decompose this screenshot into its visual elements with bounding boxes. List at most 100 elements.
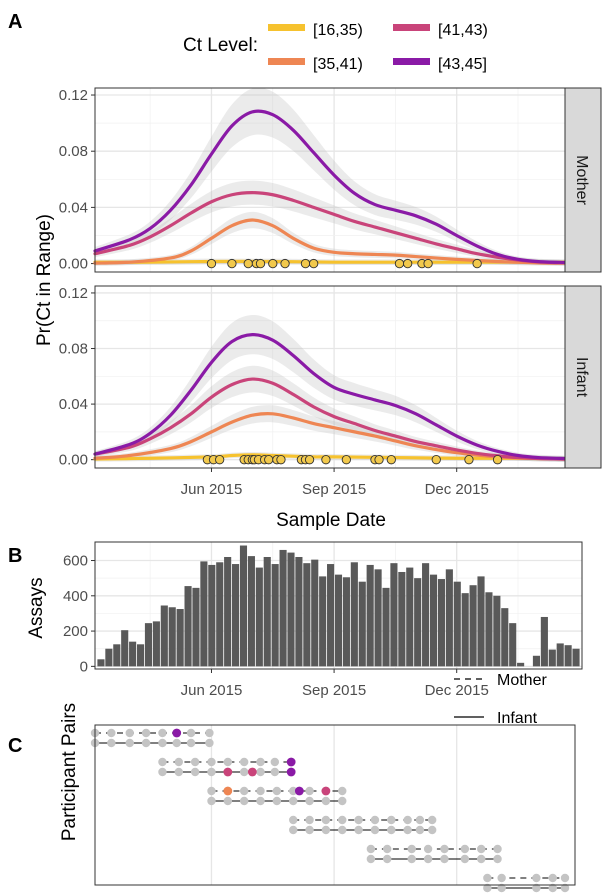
observation-point xyxy=(215,455,225,465)
ct-legend-label-2: [35,41) xyxy=(313,56,363,73)
legend-infant-label: Infant xyxy=(497,710,538,727)
facet-strip-label: Infant xyxy=(573,357,590,398)
infant-sample-point xyxy=(427,825,437,835)
positive-sample-point xyxy=(286,757,296,767)
observation-point xyxy=(264,455,274,465)
assay-bar xyxy=(319,576,327,667)
mother-sample-point xyxy=(305,786,314,796)
assay-bar xyxy=(247,556,255,667)
infant-sample-point xyxy=(493,854,502,864)
confidence-band xyxy=(95,315,565,462)
y-tick-label: 600 xyxy=(63,553,88,570)
mother-sample-point xyxy=(403,815,412,825)
assay-bar xyxy=(509,623,517,667)
assay-bar xyxy=(422,563,430,667)
ct-legend-key-1 xyxy=(393,24,430,31)
ct-legend-label-0: [16,35) xyxy=(313,22,363,39)
assay-bar xyxy=(113,644,121,667)
y-tick-label: 0.04 xyxy=(59,396,88,413)
infant-sample-point xyxy=(423,854,433,864)
observation-point xyxy=(386,455,396,465)
positive-sample-point xyxy=(321,786,331,796)
panel-a-x-axis-label: Sample Date xyxy=(276,510,386,531)
infant-sample-point xyxy=(107,738,116,748)
assay-bar xyxy=(493,595,501,667)
panel-b-plot: 0 200 400 600 Jun 2015 Sep 2015 Dec 2015 xyxy=(63,541,583,699)
mother-sample-point xyxy=(338,786,347,796)
assay-bar xyxy=(414,578,422,667)
mother-sample-point xyxy=(158,728,167,738)
mother-sample-point xyxy=(423,844,433,854)
mother-sample-point xyxy=(186,728,196,738)
observation-point xyxy=(309,258,319,269)
mother-sample-point xyxy=(174,757,183,767)
assay-bar xyxy=(327,564,335,667)
mother-sample-point xyxy=(321,815,331,825)
y-tick-label: 0.04 xyxy=(59,199,88,216)
assay-bar xyxy=(232,564,240,667)
infant-sample-point xyxy=(141,738,151,748)
assay-bar xyxy=(176,609,184,667)
facet-strip xyxy=(564,285,602,469)
assay-bar xyxy=(532,655,541,667)
assay-bar xyxy=(295,556,303,667)
assay-bar xyxy=(517,662,525,667)
assay-bar xyxy=(287,552,295,667)
probability-line xyxy=(93,333,567,461)
ct-legend-key-3 xyxy=(393,58,430,65)
infant-sample-point xyxy=(270,767,280,777)
mother-sample-point xyxy=(239,786,249,796)
y-tick-label: 0.00 xyxy=(59,256,88,273)
mother-sample-point xyxy=(125,728,134,738)
y-tick-label: 400 xyxy=(63,588,88,605)
infant-sample-point xyxy=(532,883,541,893)
infant-sample-point xyxy=(207,767,216,777)
panel-label-b: B xyxy=(8,545,22,567)
infant-sample-point xyxy=(370,825,380,835)
infant-sample-point xyxy=(158,767,167,777)
assay-bar xyxy=(406,567,414,667)
x-tick-label: Dec 2015 xyxy=(425,682,489,699)
infant-sample-point xyxy=(272,796,282,806)
infant-sample-point xyxy=(256,767,265,777)
assay-bar xyxy=(382,587,390,667)
panel-label-a: A xyxy=(8,11,22,33)
assay-bar xyxy=(136,644,145,667)
mother-sample-point xyxy=(270,757,280,767)
assay-bar xyxy=(548,649,556,667)
assay-bar xyxy=(485,592,493,667)
mother-sample-point xyxy=(532,873,541,883)
infant-sample-point xyxy=(477,854,486,864)
ct-legend-label-3: [43,45] xyxy=(438,56,487,73)
assay-bar xyxy=(429,574,438,667)
assay-bar xyxy=(461,593,469,667)
mother-sample-point xyxy=(440,844,449,854)
mother-sample-point xyxy=(256,786,265,796)
infant-sample-point xyxy=(403,825,412,835)
pairs-legend: Mother Infant xyxy=(454,672,547,727)
mother-sample-point xyxy=(289,815,298,825)
panel-a-probability-chart: Pr(Ct in Range) Sample Date 0.00 0.04 0.08… xyxy=(34,87,602,531)
observation-point xyxy=(321,455,331,465)
infant-sample-point xyxy=(321,825,331,835)
observation-point xyxy=(280,258,290,269)
mother-sample-point xyxy=(239,757,249,767)
assay-bar xyxy=(303,563,311,667)
confidence-band xyxy=(95,405,565,462)
mother-sample-point xyxy=(207,757,216,767)
infant-sample-point xyxy=(207,796,216,806)
mother-sample-point xyxy=(415,815,425,825)
probability-line xyxy=(93,109,567,265)
infant-sample-point xyxy=(383,854,392,864)
infant-sample-point xyxy=(305,796,314,806)
ct-legend-key-0 xyxy=(268,24,305,31)
infant-sample-point xyxy=(239,796,249,806)
probability-line xyxy=(93,377,567,461)
infant-sample-point xyxy=(172,738,181,748)
assay-bar xyxy=(129,641,137,667)
mother-sample-point xyxy=(427,815,437,825)
observation-point xyxy=(255,258,266,269)
assay-bar xyxy=(564,645,572,667)
assay-bar xyxy=(342,577,350,667)
